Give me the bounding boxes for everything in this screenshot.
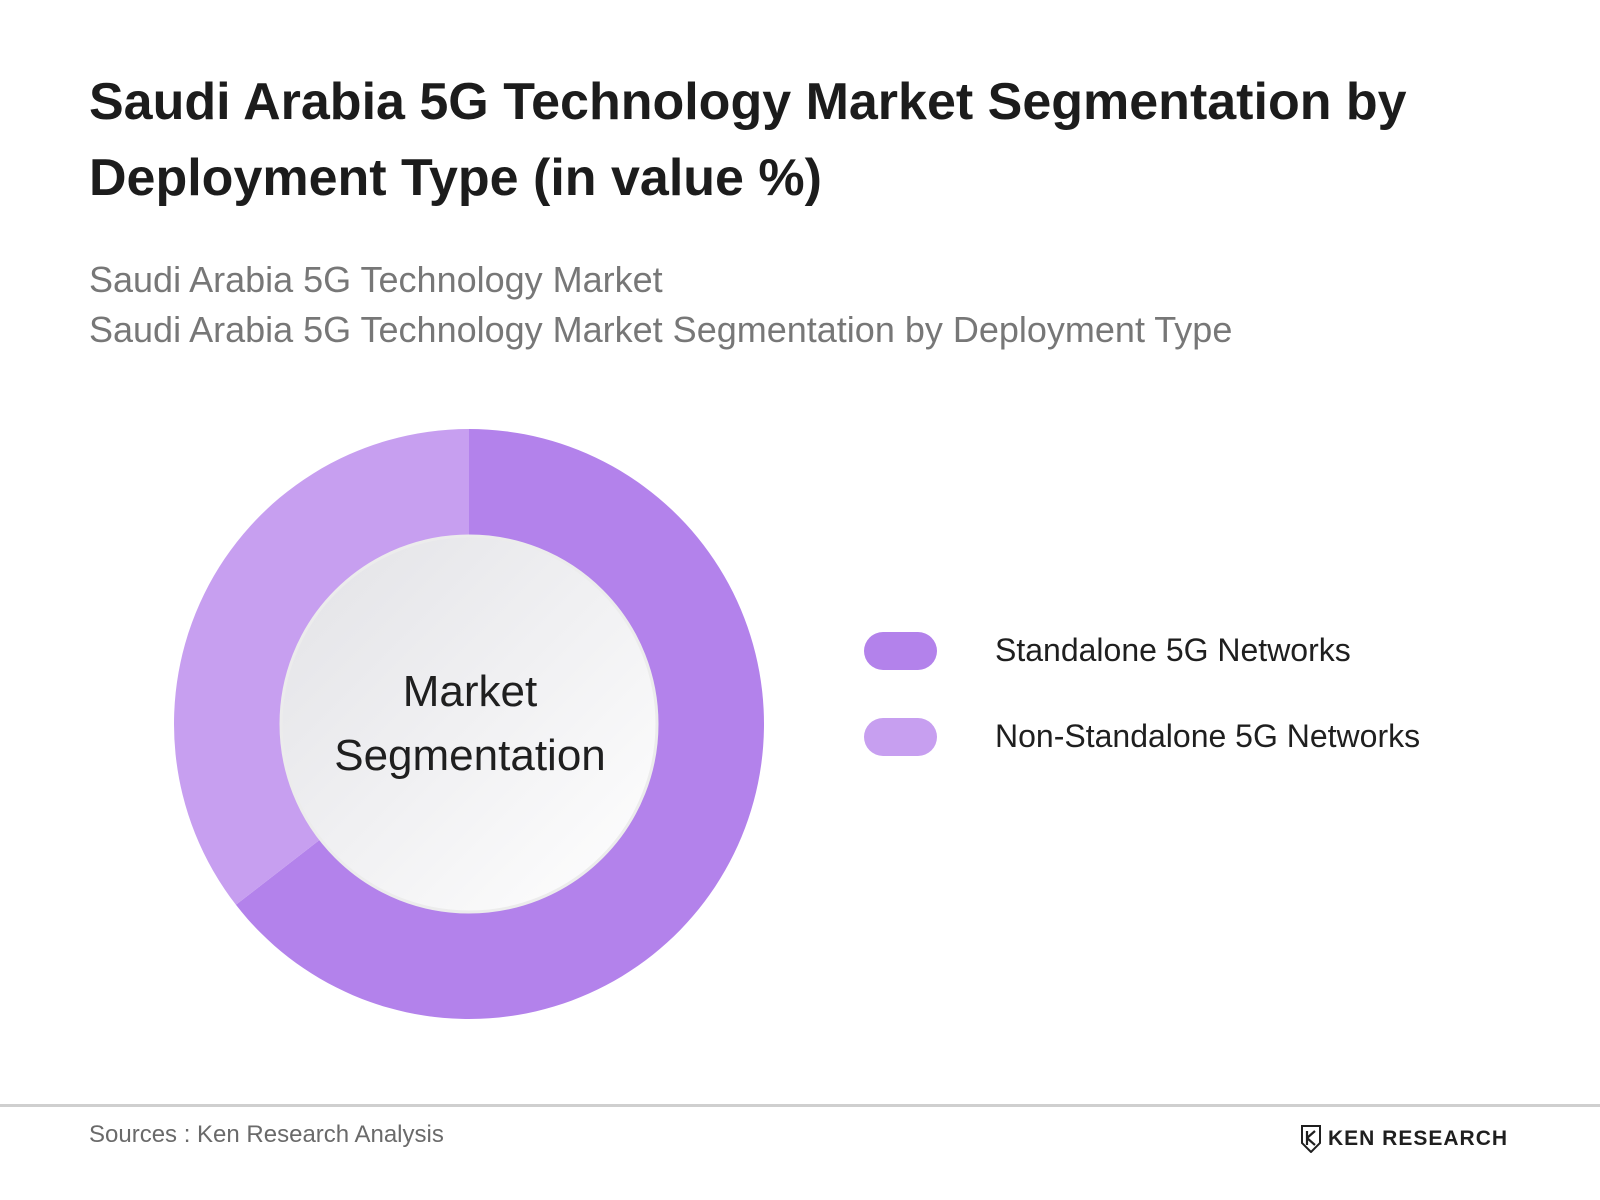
- legend-item: Standalone 5G Networks: [864, 632, 1514, 672]
- donut-center-disc: [279, 534, 659, 914]
- chart-subtitle: Saudi Arabia 5G Technology Market Saudi …: [89, 255, 1269, 355]
- subtitle-line-1: Saudi Arabia 5G Technology Market: [89, 259, 663, 300]
- legend-swatch-standalone: [864, 632, 937, 670]
- chart-title: Saudi Arabia 5G Technology Market Segmen…: [89, 73, 1407, 207]
- donut-center-label: Market Segmentation: [334, 667, 606, 780]
- legend-swatch-non-standalone: [864, 718, 937, 756]
- brand-logo: KEN RESEARCH: [1300, 1124, 1508, 1154]
- legend-item: Non-Standalone 5G Networks: [864, 718, 1514, 758]
- brand-name: KEN RESEARCH: [1328, 1127, 1509, 1150]
- legend-label: Non-Standalone 5G Networks: [995, 718, 1421, 754]
- footer-divider: [0, 1104, 1600, 1107]
- subtitle-line-2: Saudi Arabia 5G Technology Market Segmen…: [89, 309, 1233, 350]
- source-note: Sources : Ken Research Analysis: [89, 1121, 444, 1148]
- legend-label: Standalone 5G Networks: [995, 632, 1351, 668]
- ken-research-logo-icon: [1301, 1125, 1321, 1153]
